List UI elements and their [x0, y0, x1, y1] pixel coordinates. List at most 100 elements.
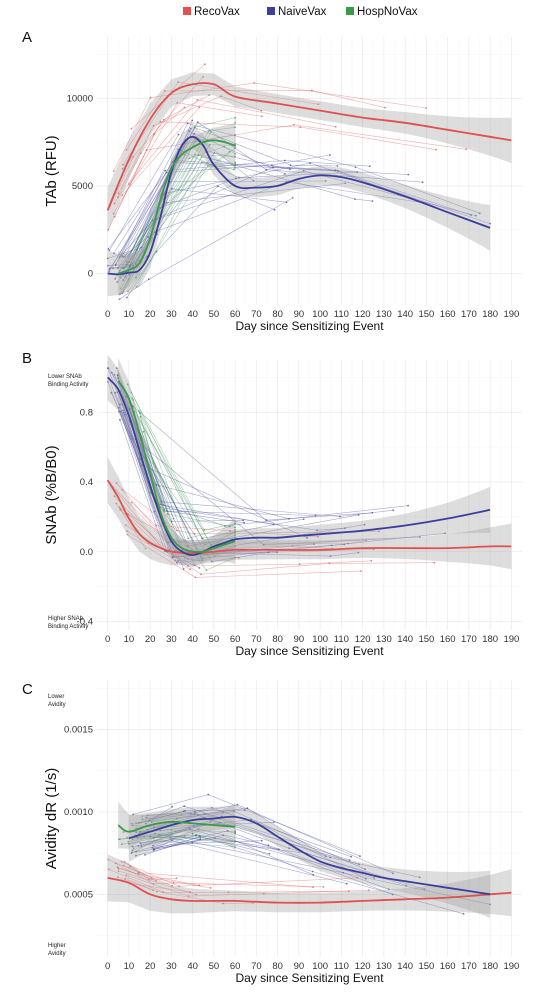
subject-line-recovax [121, 107, 200, 196]
subject-point-recovax [116, 866, 119, 869]
subject-point-naivevax [150, 821, 153, 823]
x-tick-label: 120 [355, 634, 371, 645]
subject-point-recovax [183, 106, 186, 109]
subject-point-naivevax [444, 532, 446, 535]
subject-point-recovax [112, 170, 115, 173]
subject-point-hospnovax [234, 126, 237, 129]
x-tick-label: 40 [187, 961, 198, 972]
subject-point-recovax [107, 868, 110, 871]
y-tick-label: 0.8 [80, 407, 93, 418]
x-tick-label: 110 [334, 309, 349, 320]
subject-point-naivevax [475, 214, 477, 217]
trend-line-hospnovax [117, 820, 236, 833]
subject-point-hospnovax [139, 445, 142, 448]
subject-point-naivevax [132, 813, 135, 816]
subject-point-recovax [113, 495, 116, 498]
subject-point-recovax [162, 891, 165, 894]
subject-line-naivevax [144, 836, 491, 905]
x-tick-label: 130 [376, 961, 392, 972]
subject-point-recovax [156, 890, 158, 893]
subject-point-naivevax [196, 121, 199, 124]
subject-point-recovax [115, 502, 118, 505]
subject-point-naivevax [119, 293, 121, 296]
subject-point-recovax [237, 556, 240, 559]
subject-line-naivevax [135, 838, 201, 856]
x-tick-label: 60 [230, 634, 241, 645]
subject-point-recovax [149, 96, 152, 99]
subject-point-naivevax [339, 515, 341, 518]
x-tick-label: 150 [418, 634, 434, 645]
subject-point-recovax [113, 202, 116, 205]
confidence-bands [107, 72, 512, 297]
subject-point-recovax [348, 890, 350, 892]
subject-point-naivevax [107, 367, 110, 369]
subject-point-naivevax [140, 246, 143, 249]
subject-line-recovax [129, 883, 191, 893]
subject-point-hospnovax [234, 146, 237, 149]
subject-point-hospnovax [209, 544, 212, 547]
subject-point-naivevax [213, 152, 216, 154]
subject-line-naivevax [122, 410, 141, 460]
subject-point-naivevax [116, 281, 119, 283]
subject-line-hospnovax [118, 833, 172, 840]
subject-point-hospnovax [136, 249, 139, 251]
x-tick-label: 130 [376, 634, 392, 645]
subject-point-hospnovax [234, 556, 237, 559]
subject-line-naivevax [117, 375, 409, 527]
subject-point-naivevax [354, 166, 357, 169]
x-tick-label: 110 [334, 634, 349, 645]
subject-line-naivevax [146, 804, 394, 874]
x-tick-label: 90 [294, 961, 305, 972]
subject-point-naivevax [139, 842, 142, 844]
subject-point-naivevax [135, 854, 137, 857]
subject-point-hospnovax [130, 822, 133, 825]
subject-point-naivevax [198, 567, 201, 569]
subject-point-naivevax [273, 209, 276, 211]
x-tick-label: 50 [209, 634, 220, 645]
x-tick-label: 80 [272, 309, 283, 320]
subject-point-naivevax [334, 169, 337, 172]
subject-point-recovax [328, 562, 331, 565]
subject-point-naivevax [122, 279, 125, 282]
subject-point-hospnovax [208, 129, 210, 132]
ci-band-hospnovax [118, 122, 236, 297]
annotation-top: Lower [48, 694, 64, 700]
subject-point-recovax [298, 563, 301, 566]
subject-point-naivevax [141, 818, 144, 821]
subject-point-naivevax [187, 545, 189, 547]
subject-point-hospnovax [234, 152, 237, 155]
subject-point-recovax [194, 576, 197, 579]
subject-point-naivevax [130, 435, 133, 438]
subject-point-naivevax [238, 176, 240, 179]
subject-point-naivevax [136, 836, 139, 839]
subject-point-hospnovax [126, 836, 128, 839]
subject-point-recovax [334, 125, 337, 128]
subject-point-naivevax [114, 391, 117, 394]
x-axis: 0 10 20 30 40 50 60 70 80 90 100 110 120 130 140 150 160… [105, 961, 519, 985]
subject-point-hospnovax [170, 833, 173, 836]
subject-point-naivevax [169, 836, 172, 839]
x-tick-label: 50 [209, 309, 220, 320]
subject-point-naivevax [418, 876, 421, 879]
subject-point-hospnovax [132, 398, 134, 401]
subject-point-naivevax [191, 119, 194, 122]
subject-line-naivevax [144, 835, 464, 915]
x-tick-label: 130 [376, 309, 392, 320]
subject-line-naivevax [119, 166, 409, 258]
subject-point-naivevax [242, 519, 245, 522]
subject-line-recovax [117, 876, 154, 891]
subject-point-hospnovax [208, 143, 211, 146]
subject-point-naivevax [188, 129, 190, 132]
panel-a: 0 10 20 30 40 50 60 70 80 90 100 110 120 130 140 150 160… [22, 29, 522, 333]
subject-point-naivevax [171, 805, 174, 808]
subject-point-hospnovax [138, 410, 140, 413]
subject-point-naivevax [343, 543, 346, 546]
subject-point-naivevax [116, 374, 119, 377]
x-tick-label: 20 [145, 309, 156, 320]
panel-letter: B [22, 350, 32, 367]
subject-point-recovax [433, 561, 436, 564]
subject-point-hospnovax [118, 270, 121, 272]
subject-point-recovax [125, 149, 128, 151]
subject-point-hospnovax [195, 834, 198, 837]
subject-point-hospnovax [122, 290, 125, 293]
